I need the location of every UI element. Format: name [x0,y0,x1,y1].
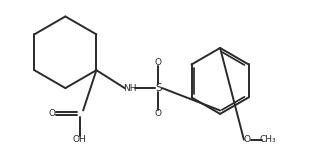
Text: O: O [155,58,162,67]
Text: NH: NH [123,84,137,93]
Text: S: S [155,83,162,93]
Text: CH₃: CH₃ [259,135,276,144]
Text: O: O [49,109,56,118]
Text: OH: OH [73,135,87,144]
Text: O: O [155,109,162,118]
Text: O: O [244,135,251,144]
